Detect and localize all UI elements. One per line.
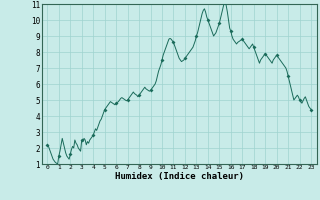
X-axis label: Humidex (Indice chaleur): Humidex (Indice chaleur) <box>115 172 244 181</box>
